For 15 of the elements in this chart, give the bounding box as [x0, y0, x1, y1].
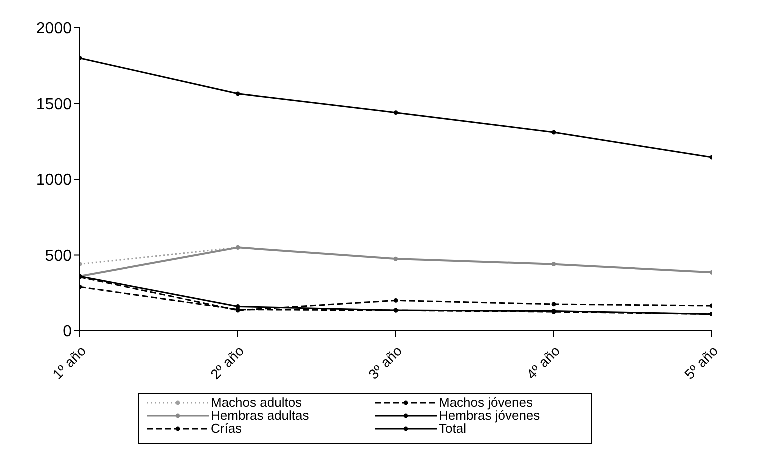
y-tick-label: 1500 — [36, 96, 72, 114]
x-tick-label: 5º año — [681, 342, 722, 383]
x-tick-label: 1º año — [49, 342, 90, 383]
y-tick-label: 500 — [45, 248, 72, 265]
legend-label: Hembras adultas — [211, 408, 310, 423]
legend-label: Machos adultos — [211, 395, 302, 410]
legend-label: Crías — [211, 421, 242, 436]
legend-label: Machos jóvenes — [439, 395, 533, 410]
x-tick-label: 4º año — [523, 342, 564, 383]
x-tick-label: 3º año — [365, 342, 406, 383]
y-tick-label: 1000 — [36, 172, 72, 190]
y-tick-label: 2000 — [36, 20, 72, 38]
y-tick-label: 0 — [63, 324, 72, 341]
x-tick-label: 2º año — [207, 342, 248, 383]
legend-label: Total — [439, 421, 466, 436]
